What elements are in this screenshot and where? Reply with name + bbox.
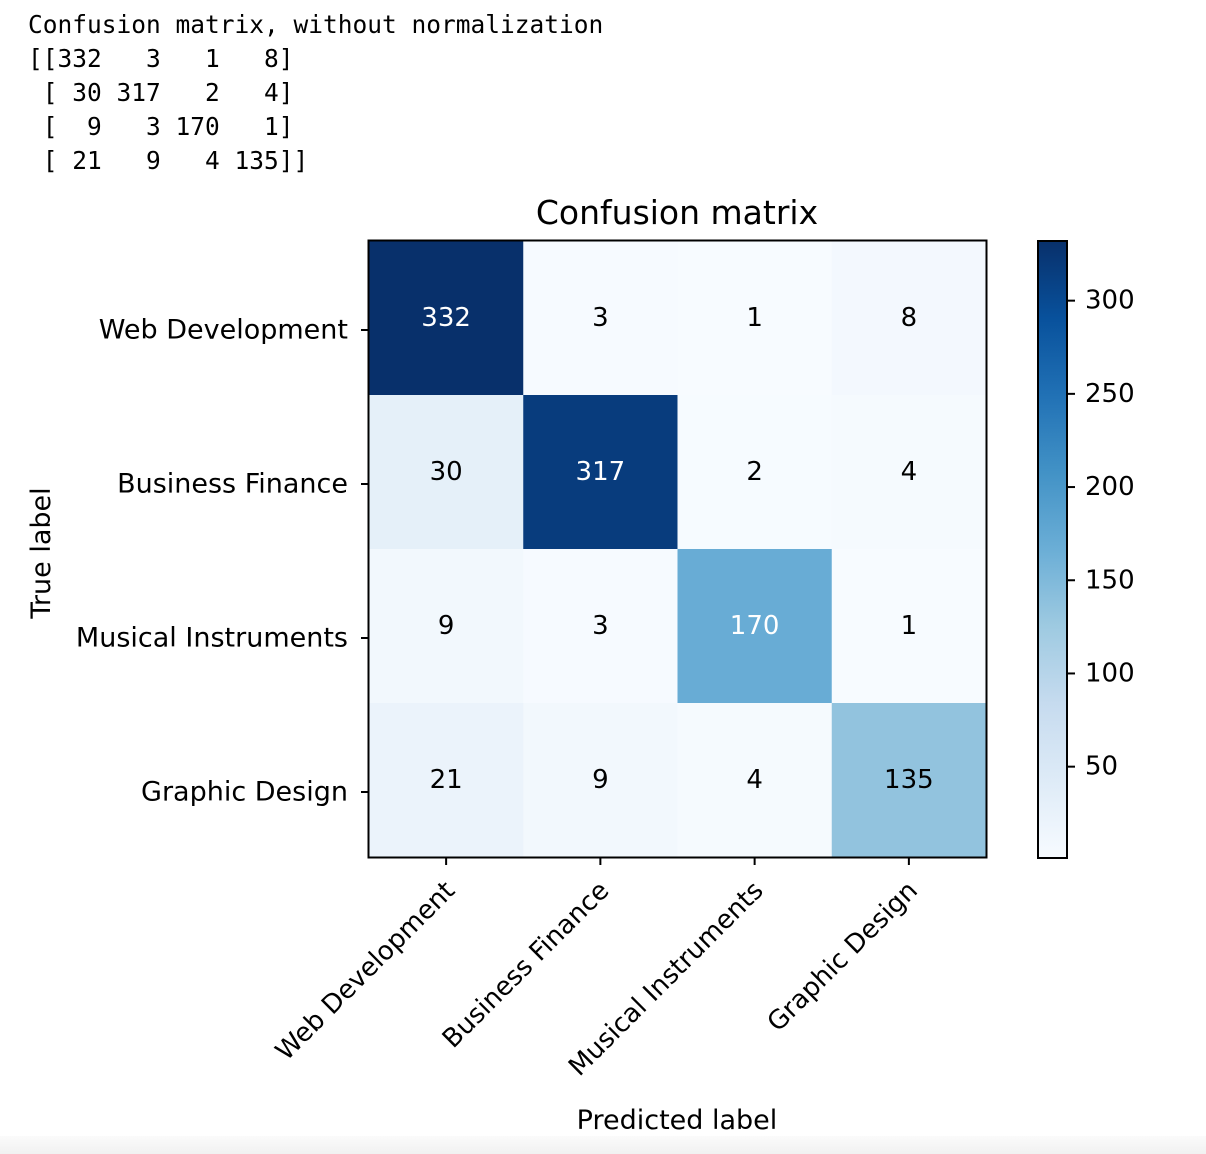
x-tick-label: Business Finance	[437, 876, 615, 1054]
colorbar	[1037, 240, 1068, 859]
y-tick-label: Business Finance	[117, 469, 348, 500]
colorbar-tick-label: 300	[1085, 286, 1135, 316]
heatmap-cell	[523, 703, 679, 858]
x-axis-label: Predicted label	[577, 1105, 778, 1136]
bottom-scroll-area	[0, 1136, 1206, 1154]
cell-value-label: 135	[884, 765, 934, 795]
console-line: Confusion matrix, without normalization	[28, 10, 604, 39]
cell-value-label: 1	[901, 611, 918, 641]
cell-value-label: 3	[592, 303, 609, 333]
heatmap-cell	[369, 703, 524, 858]
chart-title: Confusion matrix	[536, 193, 818, 232]
colorbar-tick-label: 250	[1085, 379, 1135, 409]
plot-frame	[367, 239, 988, 859]
heatmap-cell	[369, 241, 524, 396]
heatmap-cell	[831, 395, 987, 550]
colorbar-tick-label: 150	[1085, 565, 1135, 595]
colorbar-tick-label: 200	[1085, 472, 1135, 502]
y-tick-label: Musical Instruments	[76, 623, 348, 654]
heatmap-cell	[677, 549, 833, 704]
colorbar-tick-label: 100	[1085, 658, 1135, 688]
cell-value-label: 30	[430, 457, 463, 487]
cell-value-label: 317	[576, 457, 626, 487]
cell-value-label: 2	[746, 457, 763, 487]
heatmap-cell	[677, 241, 833, 396]
heatmap-cell	[831, 549, 987, 704]
cell-value-label: 21	[430, 765, 463, 795]
console-line: [[332 3 1 8]	[28, 44, 294, 73]
cell-value-label: 9	[438, 611, 455, 641]
colorbar-tick-label: 50	[1085, 752, 1118, 782]
heatmap-cells	[369, 241, 987, 858]
heatmap-cell	[523, 241, 679, 396]
y-tick-label: Web Development	[99, 315, 348, 346]
cell-value-label: 9	[592, 765, 609, 795]
heatmap-cell	[369, 549, 524, 704]
heatmap-cell	[677, 703, 833, 858]
heatmap-cell	[831, 703, 987, 858]
cell-value-label: 8	[901, 303, 918, 333]
heatmap-cell	[831, 241, 987, 396]
heatmap-cell	[677, 395, 833, 550]
console-line: [ 9 3 170 1]	[28, 112, 294, 141]
x-tick-label: Graphic Design	[762, 876, 924, 1038]
heatmap-cell	[369, 395, 524, 550]
y-axis-label: True label	[26, 487, 57, 619]
console-line: [ 21 9 4 135]]	[28, 146, 309, 175]
colorbar-ticks: 50 100 150 200 250 300	[1067, 286, 1135, 782]
cell-value-label: 4	[746, 765, 763, 795]
console-line: [ 30 317 2 4]	[28, 78, 294, 107]
cell-value-label: 1	[746, 303, 763, 333]
cell-value-label: 3	[592, 611, 609, 641]
y-tick-label: Graphic Design	[141, 777, 348, 808]
cell-value-label: 332	[421, 303, 471, 333]
console-output: Confusion matrix, without normalization […	[28, 8, 603, 178]
cell-value-label: 170	[730, 611, 780, 641]
cell-value-label: 4	[901, 457, 918, 487]
heatmap-cell	[523, 549, 679, 704]
heatmap-cell	[523, 395, 679, 550]
heatmap-cell-labels: 332 3 1 8 30 317 2 4 9 3 170 1 21 9 4 135	[421, 303, 933, 795]
x-tick-label: Web Development	[270, 876, 461, 1067]
